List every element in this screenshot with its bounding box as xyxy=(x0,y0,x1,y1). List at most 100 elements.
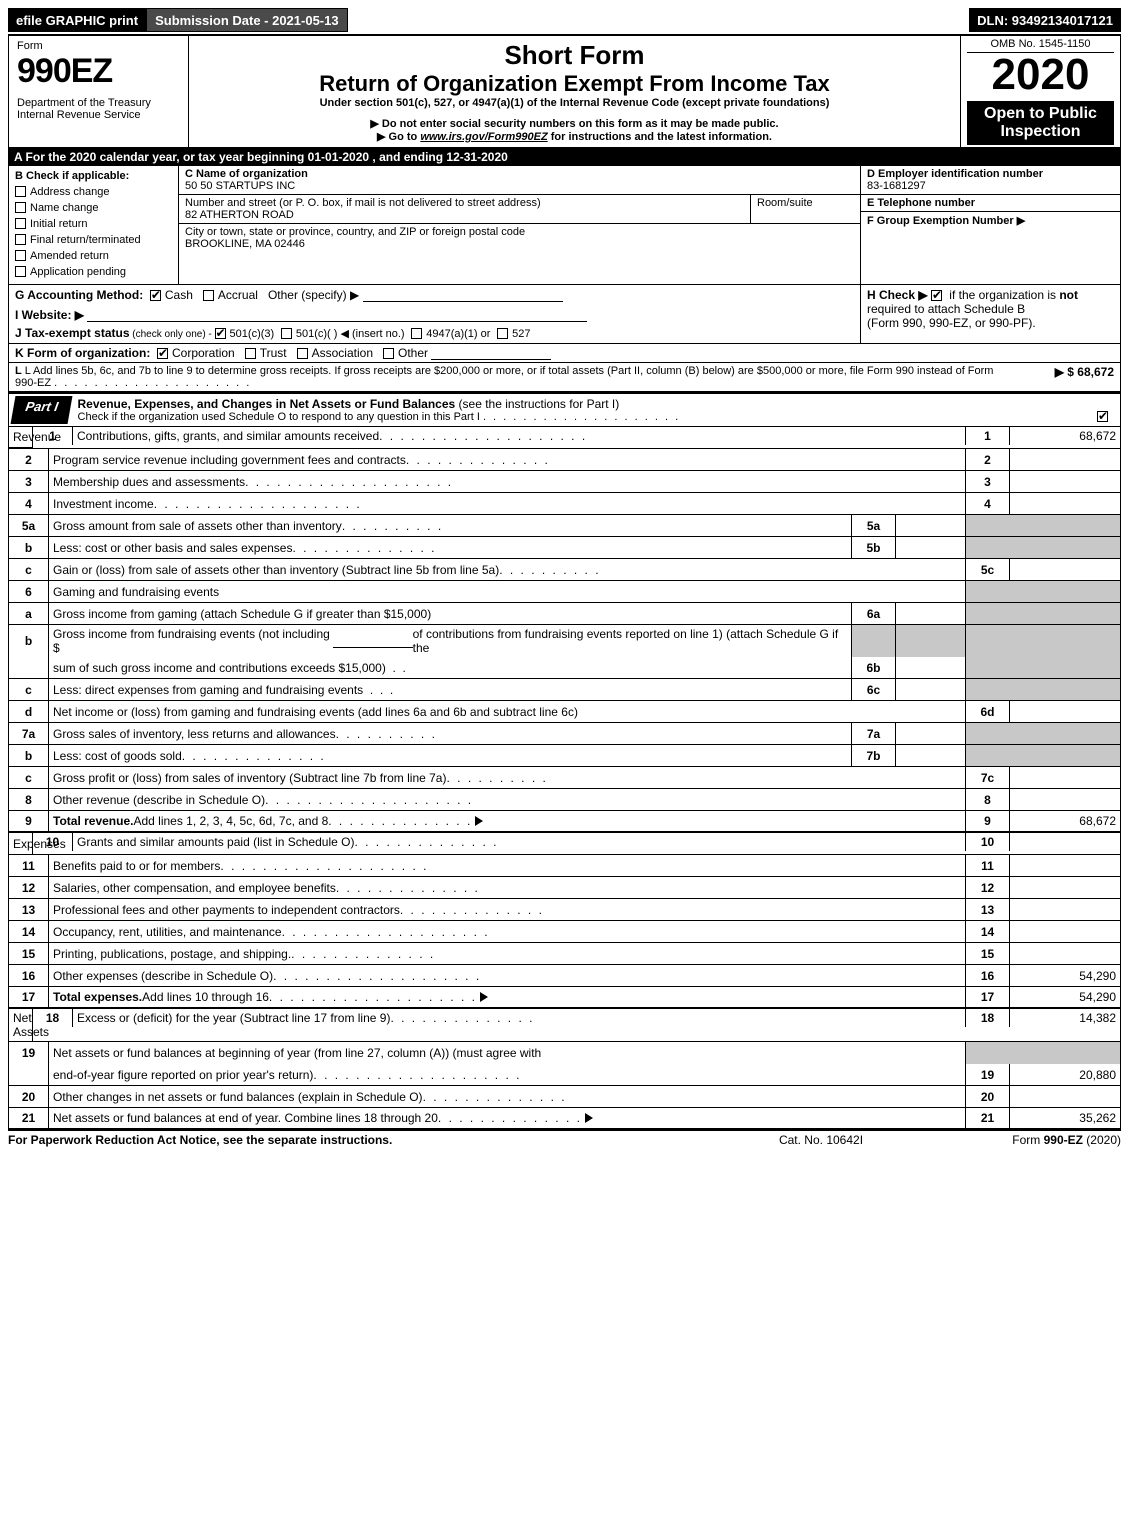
line-12-desc: Salaries, other compensation, and employ… xyxy=(53,881,336,895)
chk-address-change[interactable] xyxy=(15,186,26,197)
line-16-rn: 16 xyxy=(966,965,1010,986)
irs-link[interactable]: www.irs.gov/Form990EZ xyxy=(420,131,547,143)
line-11: 11 Benefits paid to or for members 11 xyxy=(9,855,1120,877)
part-i-tab: Part I xyxy=(11,396,72,424)
arrow-icon-2 xyxy=(480,992,488,1002)
lbl-name-change: Name change xyxy=(30,202,99,214)
line-18-rn: 18 xyxy=(966,1009,1010,1027)
chk-trust[interactable] xyxy=(245,348,256,359)
line-6-shade2 xyxy=(1010,581,1120,602)
line-3: 3 Membership dues and assessments 3 xyxy=(9,471,1120,493)
line-18-num: 18 xyxy=(33,1009,73,1027)
other-method-input[interactable] xyxy=(363,288,563,302)
line-15-rn: 15 xyxy=(966,943,1010,964)
page-footer: For Paperwork Reduction Act Notice, see … xyxy=(8,1130,1121,1147)
line-6-shade1 xyxy=(966,581,1010,602)
line-11-val xyxy=(1010,855,1120,876)
line-6c: c Less: direct expenses from gaming and … xyxy=(9,679,1120,701)
chk-not-required-sch-b[interactable] xyxy=(931,290,942,301)
lbl-final-return: Final return/terminated xyxy=(30,234,141,246)
line-10-desc: Grants and similar amounts paid (list in… xyxy=(77,835,354,849)
form-number: 990EZ xyxy=(17,52,180,91)
line-6d: d Net income or (loss) from gaming and f… xyxy=(9,701,1120,723)
other-org-input[interactable] xyxy=(431,346,551,360)
line-6a-shade2 xyxy=(1010,603,1120,624)
arrow-icon-3 xyxy=(585,1113,593,1123)
line-1-rn: 1 xyxy=(966,427,1010,445)
line-6-num: 6 xyxy=(9,581,49,602)
row-g-label: G Accounting Method: xyxy=(15,288,143,302)
chk-accrual[interactable] xyxy=(203,290,214,301)
chk-schedule-o-used[interactable] xyxy=(1097,411,1108,422)
goto-note: ▶ Go to www.irs.gov/Form990EZ for instru… xyxy=(199,130,950,143)
chk-501c3[interactable] xyxy=(215,328,226,339)
dept-treasury: Department of the Treasury xyxy=(17,97,180,109)
chk-other-org[interactable] xyxy=(383,348,394,359)
footer-form-post: (2020) xyxy=(1083,1133,1121,1147)
chk-cash[interactable] xyxy=(150,290,161,301)
chk-application-pending[interactable] xyxy=(15,266,26,277)
line-5c-val xyxy=(1010,559,1120,580)
line-6b-sh4 xyxy=(1010,625,1120,657)
line-12-val xyxy=(1010,877,1120,898)
chk-association[interactable] xyxy=(297,348,308,359)
lbl-other-specify: Other (specify) ▶ xyxy=(268,288,359,302)
chk-final-return[interactable] xyxy=(15,234,26,245)
chk-initial-return[interactable] xyxy=(15,218,26,229)
line-1-num: 1 xyxy=(33,427,73,445)
chk-amended-return[interactable] xyxy=(15,250,26,261)
line-6b-sn: 6b xyxy=(852,657,896,678)
line-10-val xyxy=(1010,833,1120,851)
line-5b-desc: Less: cost or other basis and sales expe… xyxy=(53,541,292,555)
ein-value: 83-1681297 xyxy=(867,180,1114,192)
line-6a-sv xyxy=(896,603,966,624)
line-19-rn: 19 xyxy=(966,1064,1010,1085)
line-17-num: 17 xyxy=(9,987,49,1007)
row-h-not: not xyxy=(1059,288,1078,302)
line-7a-sh1 xyxy=(966,723,1010,744)
line-19-desc2: end-of-year figure reported on prior yea… xyxy=(53,1068,313,1082)
line-5c: c Gain or (loss) from sale of assets oth… xyxy=(9,559,1120,581)
line-7a-sh2 xyxy=(1010,723,1120,744)
line-13-val xyxy=(1010,899,1120,920)
line-6b-sh5 xyxy=(966,657,1010,678)
line-21-desc: Net assets or fund balances at end of ye… xyxy=(53,1111,438,1125)
line-2-val xyxy=(1010,449,1120,470)
line-8-desc: Other revenue (describe in Schedule O) xyxy=(53,793,265,807)
line-16-val: 54,290 xyxy=(1010,965,1120,986)
chk-name-change[interactable] xyxy=(15,202,26,213)
chk-4947a1[interactable] xyxy=(411,328,422,339)
row-h-text2: required to attach Schedule B xyxy=(867,302,1114,316)
period-text-a: A For the 2020 calendar year, or tax yea… xyxy=(14,150,308,164)
line-2-desc: Program service revenue including govern… xyxy=(53,453,406,467)
line-6d-num: d xyxy=(9,701,49,722)
line-7b-desc: Less: cost of goods sold xyxy=(53,749,182,763)
line-4-num: 4 xyxy=(9,493,49,514)
row-h-label: H Check ▶ xyxy=(867,288,928,302)
website-input[interactable] xyxy=(87,308,587,322)
line-20-rn: 20 xyxy=(966,1086,1010,1107)
open-to-public: Open to Public Inspection xyxy=(967,101,1114,145)
line-13-rn: 13 xyxy=(966,899,1010,920)
chk-527[interactable] xyxy=(497,328,508,339)
part-i-title: Revenue, Expenses, and Changes in Net As… xyxy=(78,397,456,411)
line-14-desc: Occupancy, rent, utilities, and maintena… xyxy=(53,925,282,939)
line-14-val xyxy=(1010,921,1120,942)
line-10-num: 10 xyxy=(33,833,73,851)
chk-corporation[interactable] xyxy=(157,348,168,359)
line-6b-blank[interactable] xyxy=(333,634,413,648)
line-7b-sv xyxy=(896,745,966,766)
line-6c-sn: 6c xyxy=(852,679,896,700)
part-i-title-note: (see the instructions for Part I) xyxy=(455,397,619,411)
efile-graphic-print[interactable]: efile GRAPHIC print xyxy=(8,8,146,32)
row-j-label: J Tax-exempt status xyxy=(15,326,130,340)
short-form-title: Short Form xyxy=(199,40,950,71)
chk-501c[interactable] xyxy=(281,328,292,339)
line-13-desc: Professional fees and other payments to … xyxy=(53,903,400,917)
line-5a-desc: Gross amount from sale of assets other t… xyxy=(53,519,342,533)
row-k-label: K Form of organization: xyxy=(15,346,150,360)
line-8-val xyxy=(1010,789,1120,810)
line-14-rn: 14 xyxy=(966,921,1010,942)
line-6b-sh3 xyxy=(966,625,1010,657)
arrow-icon xyxy=(475,816,483,826)
